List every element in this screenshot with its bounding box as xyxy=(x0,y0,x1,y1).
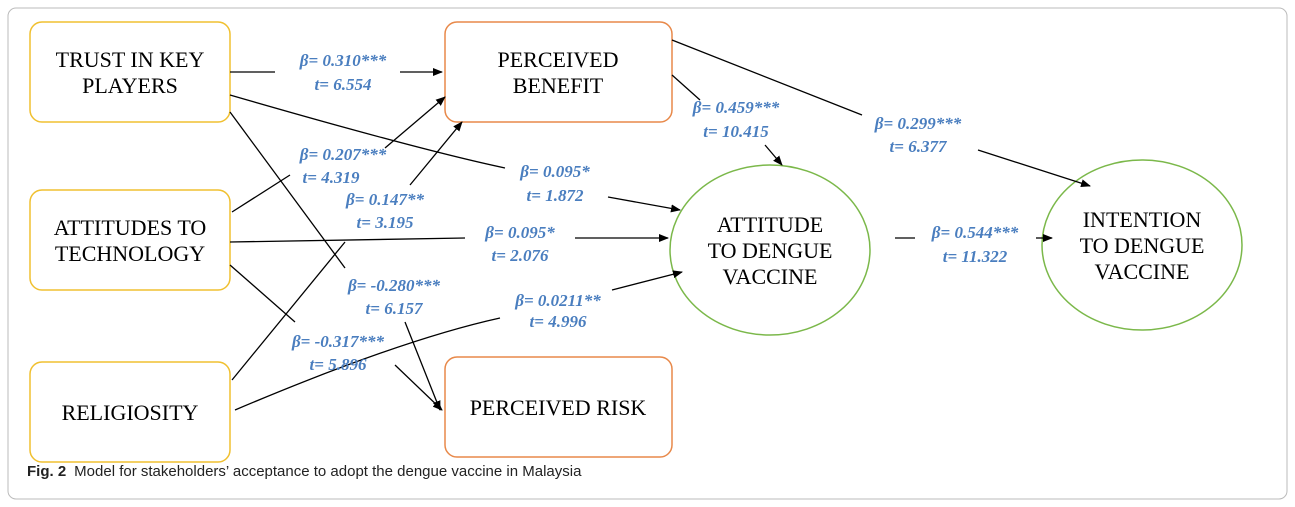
t-label: t= 6.554 xyxy=(315,75,372,94)
node-box xyxy=(29,189,231,291)
beta-label: β= -0.317*** xyxy=(291,332,385,351)
node-label: PLAYERS xyxy=(82,73,178,98)
beta-label: β= 0.544*** xyxy=(931,223,1019,242)
beta-label: β= -0.280*** xyxy=(347,276,441,295)
node-box xyxy=(444,356,673,458)
node-ellipse xyxy=(1041,159,1243,331)
node-label: TO DENGUE xyxy=(708,238,833,263)
node-label: TO DENGUE xyxy=(1080,233,1205,258)
node-label: TECHNOLOGY xyxy=(55,241,205,266)
t-label: t= 4.996 xyxy=(530,312,587,331)
caption-label: Fig. 2 xyxy=(27,463,66,480)
beta-label: β= 0.095* xyxy=(484,223,555,242)
node-label: ATTITUDE xyxy=(717,212,823,237)
beta-label: β= 0.095* xyxy=(519,162,590,181)
node-label: BENEFIT xyxy=(513,73,604,98)
beta-label: β= 0.310*** xyxy=(299,51,387,70)
node-label: ATTITUDES TO xyxy=(54,215,207,240)
caption-text: Model for stakeholders’ acceptance to ad… xyxy=(74,463,582,480)
node-label: PERCEIVED xyxy=(498,47,619,72)
node-label: RELIGIOSITY xyxy=(62,400,199,425)
frame xyxy=(7,7,1288,500)
beta-label: β= 0.299*** xyxy=(874,114,962,133)
t-label: t= 6.377 xyxy=(890,137,948,156)
node-box xyxy=(29,21,231,123)
beta-label: β= 0.459*** xyxy=(692,98,780,117)
t-label: t= 2.076 xyxy=(492,246,549,265)
t-label: t= 6.157 xyxy=(366,299,424,318)
t-label: t= 11.322 xyxy=(943,247,1008,266)
beta-label: β= 0.0211** xyxy=(514,291,601,310)
arrows xyxy=(229,39,1091,411)
t-label: t= 10.415 xyxy=(703,122,769,141)
node-box xyxy=(29,361,231,463)
beta-label: β= 0.147** xyxy=(345,190,424,209)
t-label: t= 3.195 xyxy=(357,213,414,232)
node-label: VACCINE xyxy=(1095,259,1190,284)
t-label: t= 1.872 xyxy=(527,186,584,205)
node-label: VACCINE xyxy=(723,264,818,289)
t-label: t= 5.896 xyxy=(310,355,367,374)
caption: Fig. 2 Model for stakeholders’ acceptance… xyxy=(27,463,582,480)
beta-label: β= 0.207*** xyxy=(299,145,387,164)
node-label: PERCEIVED RISK xyxy=(470,395,647,420)
node-box xyxy=(444,21,673,123)
t-label: t= 4.319 xyxy=(303,168,360,187)
node-label: TRUST IN KEY xyxy=(56,47,205,72)
node-ellipse xyxy=(669,164,871,336)
node-label: INTENTION xyxy=(1083,207,1202,232)
